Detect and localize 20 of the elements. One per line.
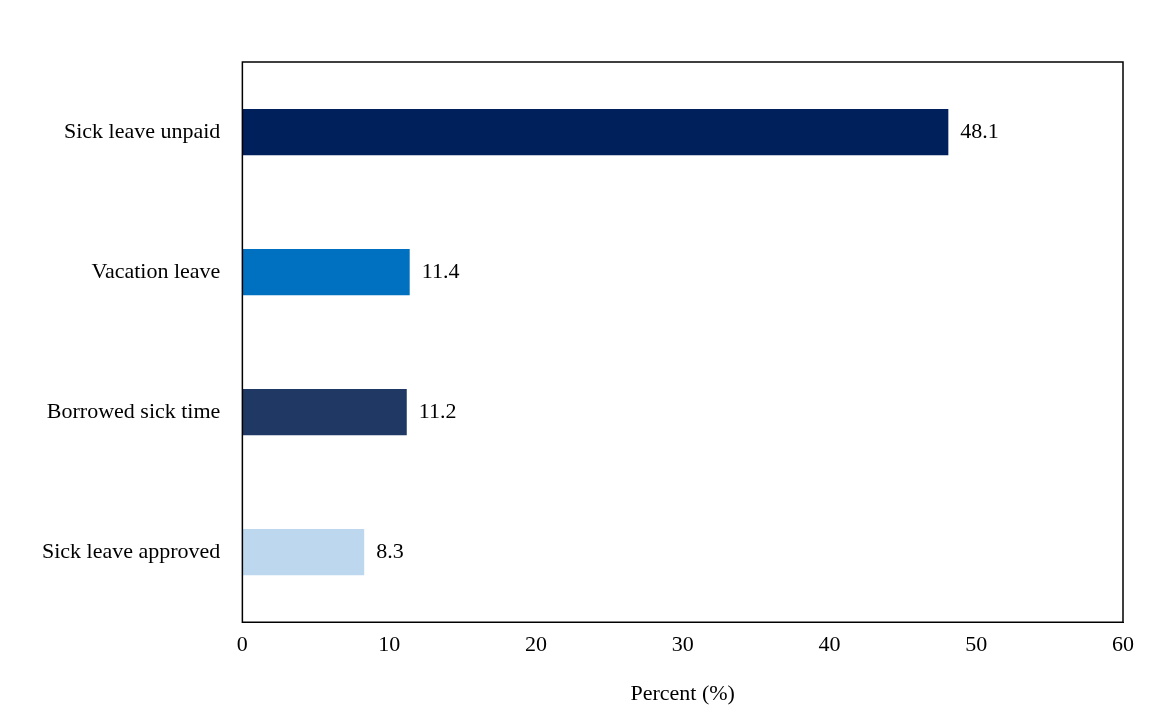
bar	[242, 248, 410, 296]
bar	[242, 529, 365, 576]
x-tick-label: 20	[524, 631, 547, 657]
y-tick-label: Vacation leave	[91, 257, 221, 283]
data-label: 11.2	[418, 397, 457, 423]
x-tick-label: 40	[818, 631, 841, 657]
data-label: 48.1	[960, 117, 999, 143]
x-tick-label: 0	[236, 631, 248, 657]
x-tick-label: 30	[671, 631, 694, 657]
y-tick-label: Sick leave approved	[42, 537, 221, 563]
x-tick-label: 10	[378, 631, 401, 657]
x-axis-title: Percent (%)	[630, 679, 735, 705]
x-tick-label: 50	[965, 631, 988, 657]
data-label: 8.3	[376, 537, 404, 563]
y-tick-label: Borrowed sick time	[46, 397, 221, 423]
x-tick-label: 60	[1112, 631, 1134, 657]
bar	[242, 108, 949, 156]
y-tick-label: Sick leave unpaid	[63, 117, 221, 143]
bar	[242, 389, 407, 436]
data-label: 11.4	[421, 257, 460, 283]
